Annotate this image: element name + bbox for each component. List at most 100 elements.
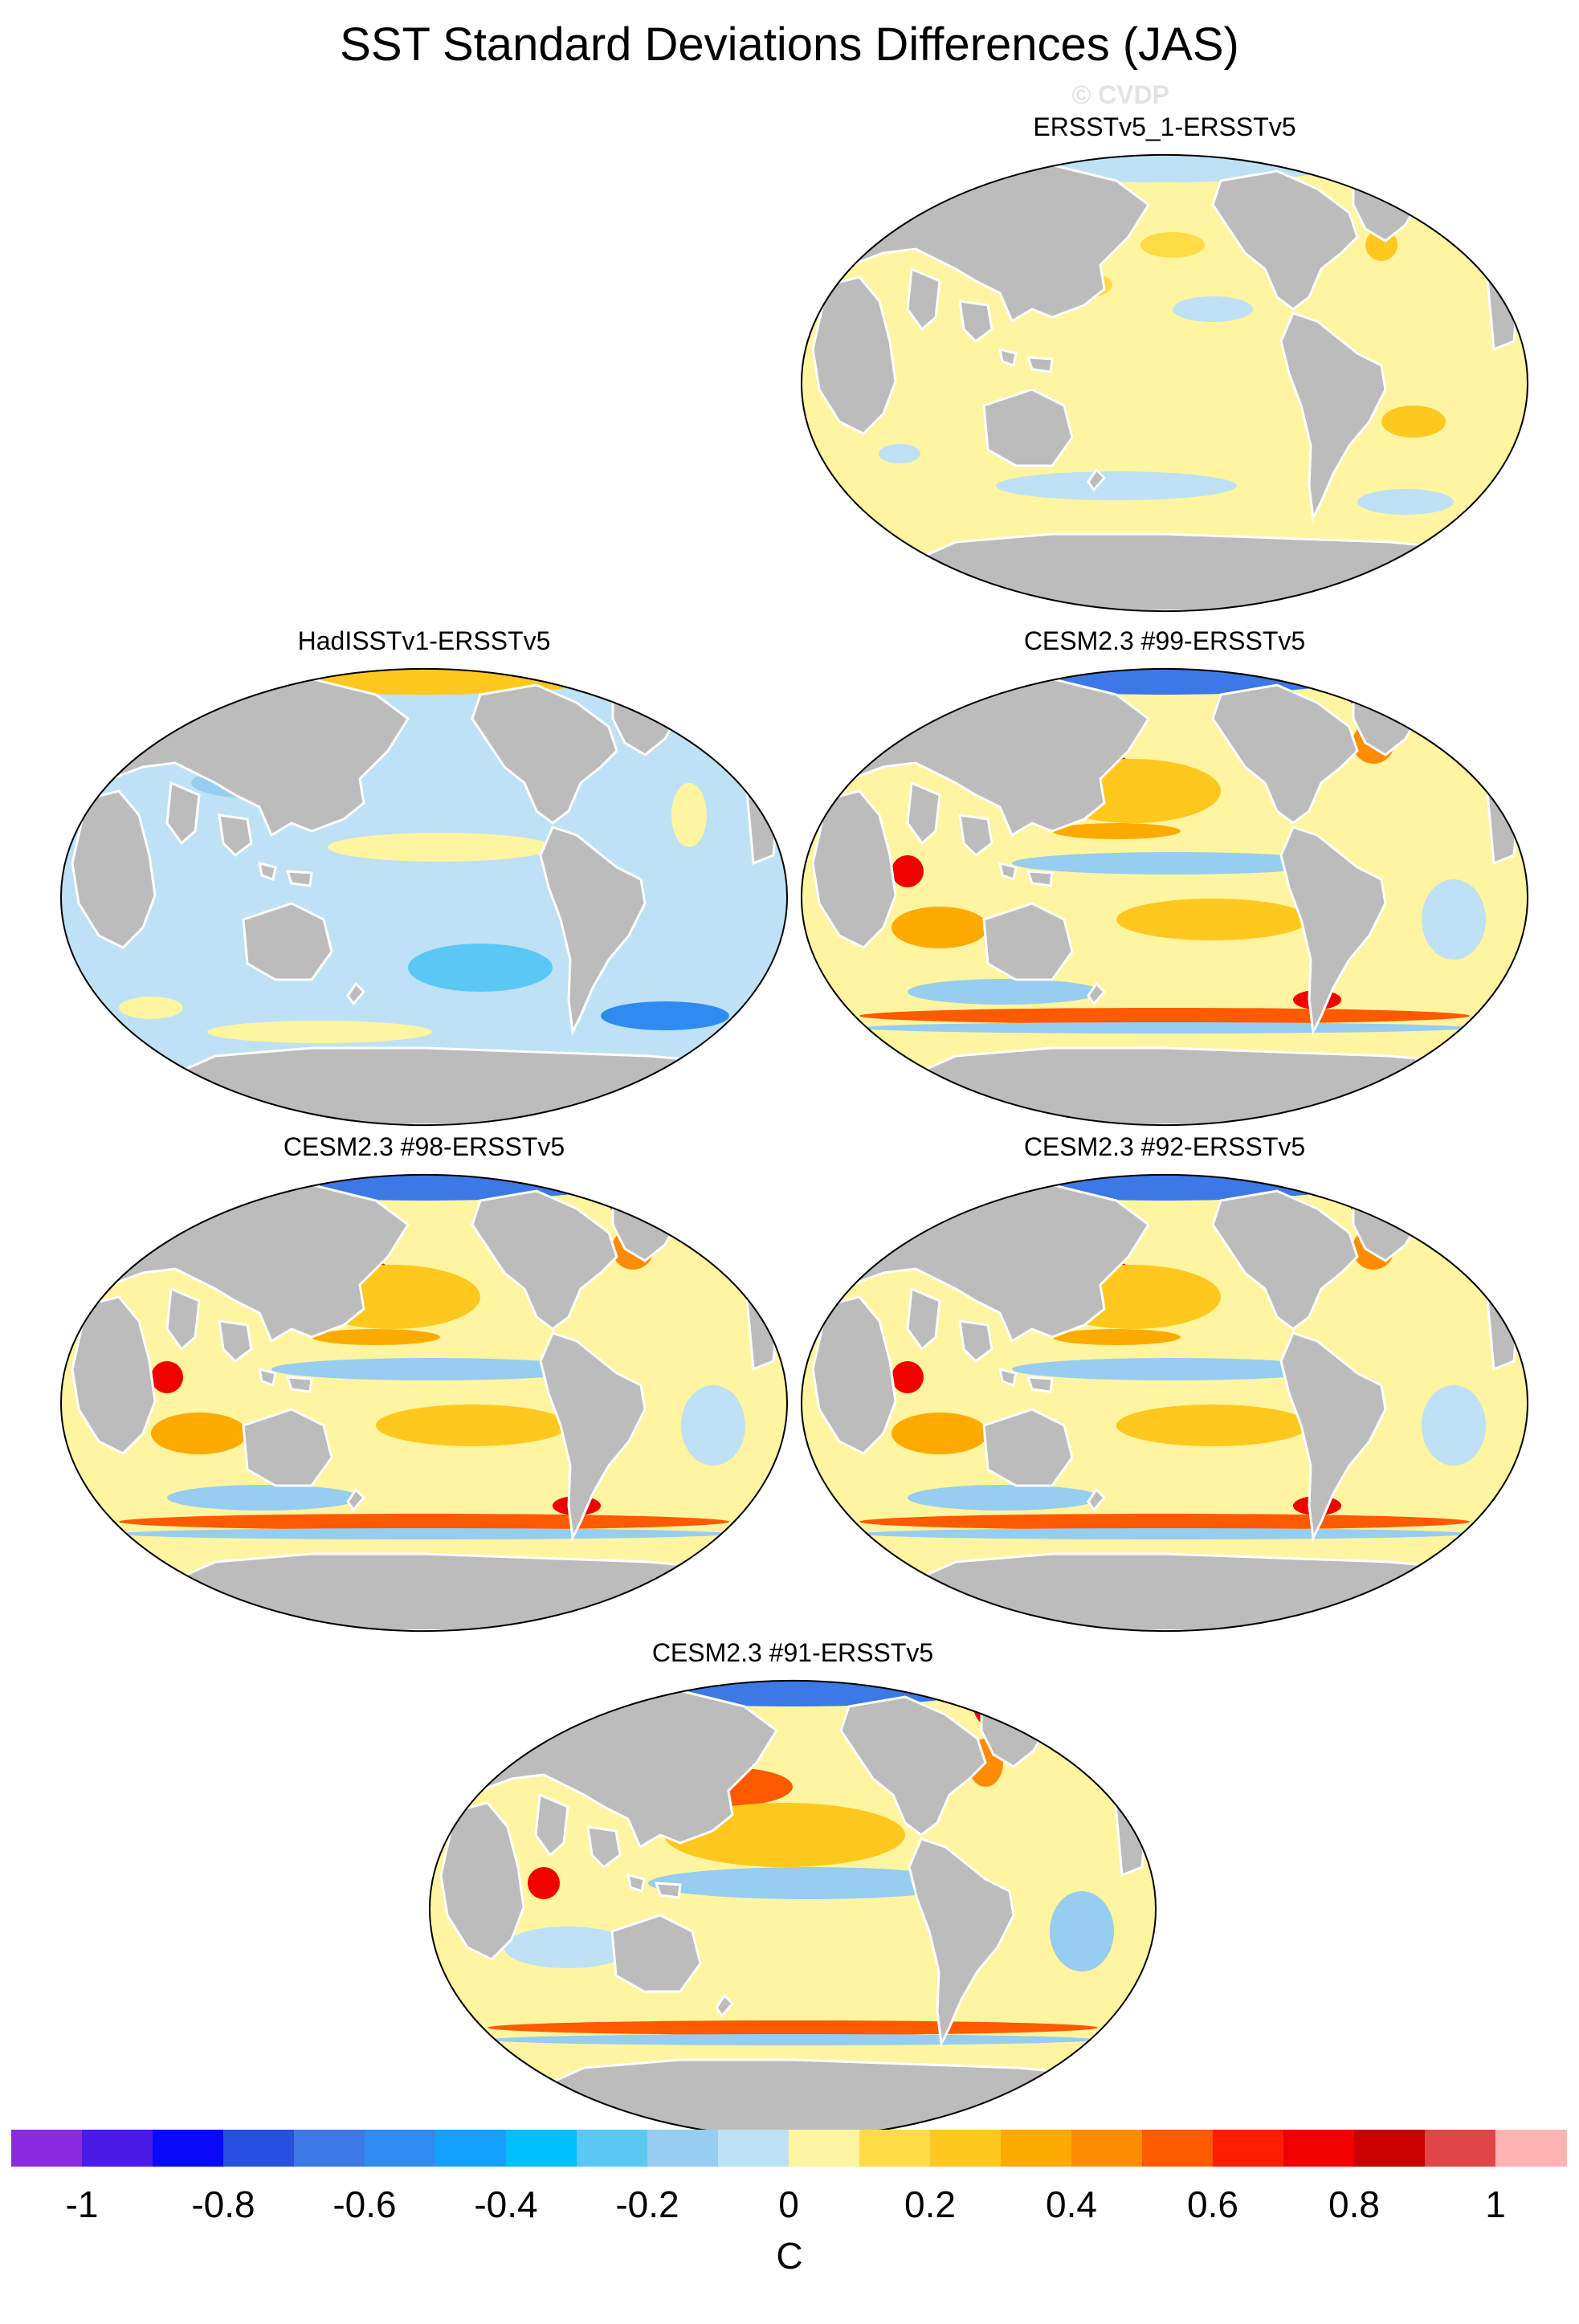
anomaly-region (1116, 1405, 1309, 1446)
anomaly-region (167, 1485, 360, 1511)
anomaly-region (819, 169, 916, 192)
land-mass (218, 1319, 253, 1363)
land-mass (906, 1286, 941, 1352)
anomaly-region (119, 997, 183, 1019)
anomaly-region (119, 1514, 729, 1530)
land-mass (958, 1319, 994, 1363)
land-mass (626, 1873, 646, 1893)
map-border (428, 1680, 1157, 2138)
colorbar-tick: -0.8 (191, 2183, 255, 2225)
colorbar-swatch (82, 2130, 153, 2167)
colorbar-swatch (223, 2130, 295, 2167)
anomaly-region (127, 679, 191, 695)
anomaly-region (908, 979, 1100, 1005)
anomaly-region (681, 1385, 745, 1466)
anomaly-region (207, 1021, 432, 1043)
colorbar-swatch (1495, 2130, 1567, 2167)
anomaly-region (892, 855, 924, 887)
land-mass (258, 861, 277, 881)
anomaly-region (745, 1928, 937, 1967)
land-mass (811, 789, 897, 949)
anomaly-region (1052, 1329, 1181, 1345)
colorbar-tick: -0.4 (474, 2183, 538, 2225)
colorbar-tick: -1 (65, 2183, 99, 2225)
land-mass (1279, 1331, 1387, 1543)
land-mass (998, 1367, 1018, 1387)
colorbar-tick: 1 (1485, 2183, 1506, 2225)
land-mass (715, 1993, 735, 2018)
map-panel-cesm-98: CESM2.3 #98-ERSSTv5 (55, 1132, 794, 1646)
land-mass (71, 789, 157, 949)
map-border (800, 668, 1529, 1126)
world-map (800, 154, 1529, 612)
anomaly-region (1052, 823, 1181, 839)
panel-title: CESM2.3 #91-ERSSTv5 (651, 1638, 934, 1667)
land-mass (1026, 1376, 1054, 1393)
colorbar-tick: -0.2 (615, 2183, 679, 2225)
land-mass (1211, 1189, 1359, 1331)
land-mass (285, 1376, 313, 1393)
anomaly-region (151, 1413, 247, 1454)
colorbar-swatch (1425, 2130, 1496, 2167)
land-mass (539, 826, 647, 1037)
colorbar-swatch (153, 2130, 224, 2167)
anomaly-region (528, 1867, 560, 1899)
world-map (800, 1174, 1529, 1632)
land-mass (508, 2058, 1150, 2138)
land-mass (1087, 981, 1107, 1006)
panel-title: CESM2.3 #92-ERSSTv5 (1023, 1132, 1306, 1161)
land-mass (1279, 312, 1387, 523)
anomaly-region (1357, 489, 1454, 515)
colorbar-swatch (1283, 2130, 1355, 2167)
panel-title: HadISSTv1-ERSSTv5 (297, 626, 551, 655)
land-mass (906, 267, 941, 332)
land-mass (539, 1331, 647, 1543)
land-mass (242, 902, 333, 981)
land-mass (982, 1408, 1074, 1487)
land-mass (534, 1792, 569, 1857)
anomaly-region (1012, 852, 1333, 875)
colorbar-swatch (718, 2130, 790, 2167)
anomaly-region (1381, 406, 1446, 438)
land-mass (1211, 169, 1359, 311)
panel-title: CESM2.3 #98-ERSSTv5 (283, 1132, 565, 1161)
anomaly-region (601, 1001, 729, 1030)
land-mass (958, 813, 994, 857)
anomaly-region (504, 1926, 632, 1968)
map-panel-cesm-92: CESM2.3 #92-ERSSTv5 (795, 1132, 1534, 1646)
land-mass (879, 1552, 1522, 1632)
land-mass (879, 1046, 1522, 1126)
colorbar-swatch (1142, 2130, 1214, 2167)
colorbar-tick: 0.2 (904, 2183, 956, 2225)
land-mass (139, 1046, 781, 1126)
anomaly-region (859, 1022, 1470, 1034)
land-mass (998, 347, 1018, 367)
land-mass (242, 1408, 333, 1487)
map-border (59, 1174, 789, 1632)
land-mass (258, 1367, 277, 1387)
map-panel-cesm-91: CESM2.3 #91-ERSSTv5 (423, 1638, 1162, 2152)
land-mass (471, 683, 618, 825)
land-mass (1279, 826, 1387, 1037)
land-mass (165, 781, 201, 846)
colorbar-swatch (1354, 2130, 1426, 2167)
land-mass (687, 709, 740, 744)
colorbar-swatch (1213, 2130, 1284, 2167)
anomaly-region (183, 679, 247, 695)
anomaly-region (859, 1008, 1470, 1024)
anomaly-region (859, 1528, 1470, 1539)
anomaly-region (1050, 1891, 1114, 1971)
colorbar-swatch (1001, 2130, 1072, 2167)
anomaly-region (648, 1867, 969, 1899)
colorbar-swatch (506, 2130, 577, 2167)
colorbar-swatch (859, 2130, 931, 2167)
colorbar (11, 2130, 1567, 2167)
land-mass (908, 1837, 1015, 2049)
land-mass (906, 781, 941, 846)
map-panel-cesm-99: CESM2.3 #99-ERSSTv5 (795, 626, 1534, 1140)
world-map (59, 1174, 789, 1632)
anomaly-region (883, 1183, 948, 1202)
colorbar-units: C (776, 2235, 803, 2277)
land-mass (1087, 1487, 1107, 1512)
colorbar-swatch (789, 2130, 860, 2167)
